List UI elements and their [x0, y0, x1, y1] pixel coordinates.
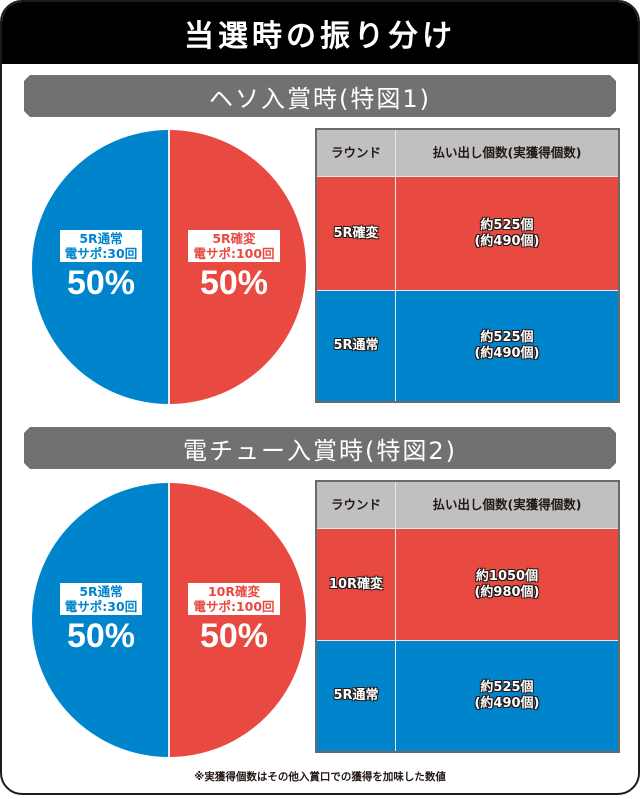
pie-slice-tsujo — [32, 130, 169, 404]
table-row: 5R通常 約525個 (約490個) — [317, 291, 618, 401]
cell-round: 5R通常 — [317, 641, 396, 751]
cell-payout: 約525個 (約490個) — [396, 641, 618, 751]
slice-label-box: 10R確変 電サポ:100回 — [188, 583, 280, 615]
cell-round: 5R確変 — [317, 177, 396, 290]
slice-label-box: 5R通常 電サポ:30回 — [59, 230, 143, 262]
pie-chart-heso: 5R通常 電サポ:30回 50% 5R確変 電サポ:100回 50% — [32, 130, 306, 404]
page-title: 当選時の振り分け — [184, 19, 456, 54]
slice-percent: 50% — [66, 617, 136, 655]
cell-payout: 約1050個 (約980個) — [396, 529, 618, 640]
slice-round: 10R確変 — [207, 584, 261, 599]
pie-slice-kakuhen — [169, 483, 306, 757]
payout-value: 約525個 — [480, 217, 534, 233]
payout-table-heso: ラウンド 払い出し個数(実獲得個数) 5R確変 約525個 (約490個) 5R… — [315, 128, 620, 403]
pie-chart-denchu: 5R通常 電サポ:30回 50% 10R確変 電サポ:100回 50% — [32, 483, 306, 757]
slice-round: 5R通常 — [79, 584, 123, 599]
header-payout: 払い出し個数(実獲得個数) — [396, 130, 618, 176]
table-row: 5R通常 約525個 (約490個) — [317, 641, 618, 751]
actual-value: (約490個) — [474, 233, 540, 249]
actual-value: (約980個) — [474, 584, 540, 600]
title-bar: 当選時の振り分け — [2, 2, 638, 64]
section-banner-denchu: 電チュー入賞時(特図2) — [24, 427, 616, 469]
payout-value: 約525個 — [480, 330, 534, 345]
slice-label-kakuhen: 5R確変 電サポ:100回 50% — [184, 230, 284, 302]
payout-value: 約1050個 — [475, 568, 539, 584]
slice-densapo: 電サポ:30回 — [64, 599, 138, 614]
payout-table-denchu: ラウンド 払い出し個数(実獲得個数) 10R確変 約1050個 (約980個) … — [315, 480, 620, 753]
slice-percent: 50% — [66, 264, 136, 302]
cell-payout: 約525個 (約490個) — [396, 177, 618, 290]
slice-label-kakuhen: 10R確変 電サポ:100回 50% — [184, 583, 284, 655]
pie-divider — [168, 130, 170, 404]
pie-slice-tsujo — [32, 483, 169, 757]
slice-label-box: 5R確変 電サポ:100回 — [188, 230, 280, 262]
header-round: ラウンド — [317, 130, 396, 176]
footnote: ※実獲得個数はその他入賞口での獲得を加味した数値 — [194, 771, 446, 783]
section-title: ヘソ入賞時(特図1) — [209, 84, 431, 113]
table-header-row: ラウンド 払い出し個数(実獲得個数) — [317, 130, 618, 177]
section-title: 電チュー入賞時(特図2) — [183, 436, 457, 465]
slice-densapo: 電サポ:30回 — [64, 246, 138, 261]
slice-round: 5R通常 — [79, 231, 123, 246]
pie-slice-kakuhen — [169, 130, 306, 404]
cell-round: 10R確変 — [317, 529, 396, 640]
slice-densapo: 電サポ:100回 — [193, 246, 275, 261]
slice-densapo: 電サポ:100回 — [193, 599, 275, 614]
section-banner-heso: ヘソ入賞時(特図1) — [24, 75, 616, 117]
actual-value: (約490個) — [474, 696, 540, 711]
slice-label-tsujo: 5R通常 電サポ:30回 50% — [58, 230, 144, 302]
header-round: ラウンド — [317, 482, 396, 528]
header-payout: 払い出し個数(実獲得個数) — [396, 482, 618, 528]
slice-label-tsujo: 5R通常 電サポ:30回 50% — [58, 583, 144, 655]
table-header-row: ラウンド 払い出し個数(実獲得個数) — [317, 482, 618, 529]
slice-round: 5R確変 — [212, 231, 256, 246]
slice-percent: 50% — [199, 264, 269, 302]
cell-payout: 約525個 (約490個) — [396, 291, 618, 401]
table-row: 10R確変 約1050個 (約980個) — [317, 529, 618, 641]
table-row: 5R確変 約525個 (約490個) — [317, 177, 618, 291]
cell-round: 5R通常 — [317, 291, 396, 401]
slice-percent: 50% — [199, 617, 269, 655]
pie-divider — [168, 483, 170, 757]
actual-value: (約490個) — [474, 346, 540, 361]
payout-value: 約525個 — [480, 680, 534, 695]
slice-label-box: 5R通常 電サポ:30回 — [59, 583, 143, 615]
